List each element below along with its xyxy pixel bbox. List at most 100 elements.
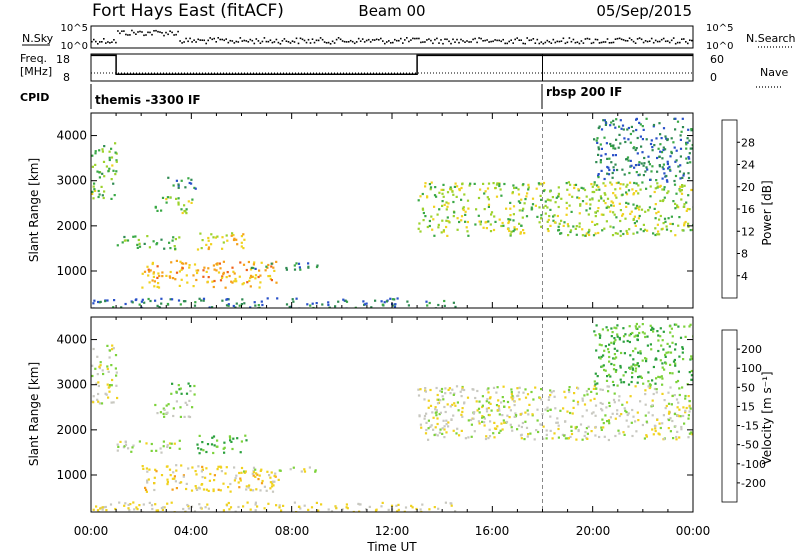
scatter-cell <box>102 160 106 163</box>
scatter-cell <box>608 360 611 363</box>
scatter-cell <box>315 501 318 504</box>
scatter-cell <box>161 275 164 278</box>
scatter-cell <box>675 323 678 326</box>
noise-point <box>530 39 533 41</box>
scatter-cell <box>596 223 599 226</box>
scatter-cell <box>463 388 466 392</box>
noise-point <box>225 38 227 40</box>
noise-point <box>446 38 448 41</box>
scatter-cell <box>659 143 662 146</box>
scatter-cell <box>518 222 521 225</box>
scatter-cell <box>487 391 490 394</box>
scatter-cell <box>475 208 478 211</box>
noise-point <box>169 30 171 32</box>
scatter-cell <box>263 507 266 510</box>
noise-point <box>464 41 466 43</box>
noise-point <box>466 40 468 42</box>
scatter-cell <box>586 393 589 396</box>
scatter-cell <box>642 223 645 226</box>
scatter-cell <box>677 165 680 168</box>
scatter-cell <box>618 432 621 435</box>
scatter-cell <box>591 198 594 201</box>
scatter-cell <box>444 392 447 395</box>
scatter-cell <box>182 475 185 478</box>
scatter-cell <box>254 267 257 270</box>
noise-point <box>245 40 248 42</box>
scatter-cell <box>419 195 422 198</box>
colorbar-tick-label: -200 <box>741 477 766 490</box>
scatter-cell <box>417 199 420 202</box>
scatter-cell <box>179 387 182 390</box>
scatter-cell <box>675 381 678 384</box>
scatter-cell <box>153 488 156 492</box>
scatter-cell <box>676 205 679 208</box>
scatter-cell <box>469 418 473 422</box>
noise-point <box>588 38 591 40</box>
scatter-cell <box>235 280 238 283</box>
scatter-cell <box>141 286 144 289</box>
scatter-cell <box>233 237 236 240</box>
scatter-cell <box>549 408 552 411</box>
scatter-cell <box>160 238 163 241</box>
scatter-cell <box>460 413 463 416</box>
scatter-cell <box>236 243 239 246</box>
scatter-cell <box>428 508 431 511</box>
scatter-cell <box>658 155 661 158</box>
scatter-cell <box>645 360 648 363</box>
scatter-cell <box>174 247 177 250</box>
noise-point <box>371 39 374 41</box>
scatter-cell <box>690 374 693 377</box>
noise-point <box>335 38 338 41</box>
noise-point <box>460 38 462 41</box>
scatter-cell <box>631 408 634 412</box>
scatter-cell <box>183 415 186 418</box>
noise-point <box>367 38 370 41</box>
scatter-cell <box>634 224 637 227</box>
scatter-cell <box>565 207 568 210</box>
scatter-cell <box>255 488 258 491</box>
scatter-cell <box>586 432 589 435</box>
scatter-cell <box>193 304 197 307</box>
noise-point <box>448 40 450 43</box>
scatter-cell <box>595 387 598 390</box>
scatter-cell <box>629 141 632 144</box>
scatter-cell <box>98 402 101 405</box>
scatter-cell <box>432 416 435 419</box>
scatter-cell <box>178 447 181 450</box>
scatter-cell <box>224 472 227 475</box>
scatter-cell <box>610 341 613 344</box>
scatter-cell <box>425 421 428 424</box>
scatter-cell <box>681 185 684 188</box>
scatter-cell <box>307 265 310 268</box>
scatter-cell <box>186 503 189 507</box>
scatter-cell <box>510 391 513 394</box>
scatter-cell <box>590 183 593 186</box>
scatter-cell <box>389 297 392 300</box>
noise-point <box>277 41 280 44</box>
scatter-cell <box>513 415 516 418</box>
scatter-cell <box>597 148 600 151</box>
scatter-cell <box>681 351 684 354</box>
scatter-cell <box>652 392 655 396</box>
scatter-cell <box>231 266 234 269</box>
scatter-cell <box>604 193 607 196</box>
scatter-cell <box>442 229 445 232</box>
scatter-cell <box>635 182 638 185</box>
scatter-cell <box>197 465 200 468</box>
scatter-cell <box>112 347 115 350</box>
scatter-cell <box>563 434 566 437</box>
scatter-cell <box>578 225 581 228</box>
scatter-cell <box>106 344 109 347</box>
scatter-cell <box>450 188 453 191</box>
scatter-cell <box>439 389 442 392</box>
scatter-cell <box>428 219 431 223</box>
scatter-cell <box>615 356 618 359</box>
scatter-cell <box>238 471 241 475</box>
scatter-cell <box>216 445 219 448</box>
scatter-cell <box>169 446 172 449</box>
scatter-cell <box>615 138 618 141</box>
noise-point <box>105 42 107 44</box>
scatter-cell <box>456 427 459 430</box>
scatter-cell <box>380 300 383 303</box>
noise-point <box>121 30 123 32</box>
